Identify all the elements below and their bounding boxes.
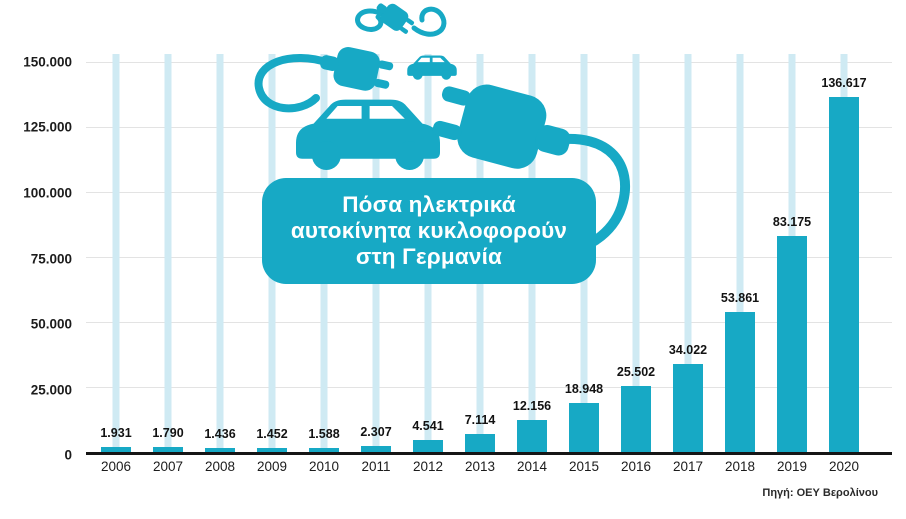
bar-column-2006: 1.931 2006 bbox=[90, 54, 142, 474]
bar-value-label: 18.948 bbox=[564, 381, 604, 396]
bar-2011 bbox=[361, 446, 391, 452]
source-note: Πηγή: ΟΕΥ Βερολίνου bbox=[762, 487, 878, 499]
x-tick-label: 2013 bbox=[464, 459, 496, 474]
x-tick-label: 2019 bbox=[776, 459, 808, 474]
chart-title-box: Πόσα ηλεκτρικά αυτοκίνητα κυκλοφορούν στ… bbox=[262, 178, 596, 284]
bar-column-2019: 83.175 2019 bbox=[766, 54, 818, 474]
x-tick-label: 2015 bbox=[568, 459, 600, 474]
cable-icon bbox=[411, 6, 447, 37]
bar-value-label: 2.307 bbox=[360, 425, 392, 440]
x-tick-label: 2018 bbox=[724, 459, 756, 474]
bar-value-label: 1.790 bbox=[152, 426, 184, 441]
x-tick-label: 2014 bbox=[516, 459, 548, 474]
y-tick-label: 25.000 bbox=[30, 382, 72, 397]
bar-2014 bbox=[517, 420, 547, 452]
bar-column-2017: 34.022 2017 bbox=[662, 54, 714, 474]
bar-column-2008: 1.436 2008 bbox=[194, 54, 246, 474]
bar-2012 bbox=[413, 440, 443, 452]
ev-plug-icon bbox=[428, 73, 579, 181]
y-tick-label: 75.000 bbox=[30, 251, 72, 266]
bar-2010 bbox=[309, 447, 339, 452]
vertical-gridline bbox=[632, 54, 640, 452]
bar-value-label: 7.114 bbox=[464, 412, 496, 427]
y-tick-label: 100.000 bbox=[23, 185, 72, 201]
vertical-gridline bbox=[164, 54, 172, 452]
bar-value-label: 34.022 bbox=[668, 342, 708, 357]
x-tick-label: 2006 bbox=[100, 459, 132, 474]
bar-column-2018: 53.861 2018 bbox=[714, 54, 766, 474]
x-tick-label: 2016 bbox=[620, 459, 652, 474]
y-tick-label: 150.000 bbox=[23, 54, 72, 70]
bar-value-label: 136.617 bbox=[821, 75, 867, 90]
bar-2018 bbox=[725, 311, 755, 452]
y-tick-label: 125.000 bbox=[23, 119, 72, 135]
bar-value-label: 53.861 bbox=[720, 290, 760, 305]
bar-column-2020: 136.617 2020 bbox=[818, 54, 870, 474]
x-tick-label: 2008 bbox=[204, 459, 236, 474]
car-icon bbox=[296, 99, 440, 170]
chart-title-line: στη Γερμανία bbox=[355, 244, 503, 270]
vertical-gridline bbox=[216, 54, 224, 452]
bar-value-label: 25.502 bbox=[616, 364, 656, 379]
x-tick-label: 2017 bbox=[672, 459, 704, 474]
chart-title-line: αυτοκίνητα κυκλοφορούν bbox=[290, 217, 568, 243]
bar-value-label: 83.175 bbox=[772, 214, 812, 229]
ev-illustration: Πόσα ηλεκτρικά αυτοκίνητα κυκλοφορούν στ… bbox=[240, 2, 640, 302]
bar-2009 bbox=[257, 448, 287, 452]
cable-icon bbox=[355, 8, 385, 32]
bar-2008 bbox=[205, 448, 235, 452]
vertical-gridline bbox=[684, 54, 692, 452]
cable-icon bbox=[254, 54, 333, 113]
vertical-gridline bbox=[112, 54, 120, 452]
bar-value-label: 12.156 bbox=[512, 399, 552, 414]
bar-2016 bbox=[621, 385, 651, 452]
x-tick-label: 2007 bbox=[152, 459, 184, 474]
car-icon bbox=[407, 55, 457, 80]
bar-column-2007: 1.790 2007 bbox=[142, 54, 194, 474]
h-gridline-50000 bbox=[86, 321, 892, 323]
bar-value-label: 1.588 bbox=[308, 426, 340, 441]
y-axis-labels: 0 25.000 50.000 75.000 100.000 125.000 150.000 bbox=[0, 55, 78, 463]
bar-2020 bbox=[829, 96, 859, 452]
bar-value-label: 1.931 bbox=[100, 425, 132, 440]
bar-2017 bbox=[673, 363, 703, 452]
y-tick-label: 50.000 bbox=[30, 316, 72, 332]
x-tick-label: 2012 bbox=[412, 459, 444, 474]
bar-2006 bbox=[101, 446, 131, 452]
bar-value-label: 1.436 bbox=[204, 427, 236, 442]
bar-2019 bbox=[777, 235, 807, 452]
x-tick-label: 2020 bbox=[828, 459, 860, 474]
h-gridline-150000 bbox=[86, 62, 892, 63]
ev-plug-icon bbox=[316, 41, 396, 96]
bar-2015 bbox=[569, 402, 599, 452]
bar-2013 bbox=[465, 433, 495, 452]
x-tick-label: 2011 bbox=[361, 459, 391, 474]
chart-title-line: Πόσα ηλεκτρικά bbox=[342, 191, 516, 217]
vertical-gridline bbox=[736, 54, 744, 452]
bar-column-2016: 25.502 2016 bbox=[610, 54, 662, 474]
y-tick-label: 0 bbox=[64, 447, 72, 463]
bar-2007 bbox=[153, 447, 183, 452]
bar-value-label: 4.541 bbox=[412, 419, 444, 434]
x-tick-label: 2010 bbox=[308, 459, 340, 474]
bar-value-label: 1.452 bbox=[256, 427, 288, 442]
h-gridline-25000 bbox=[86, 387, 892, 388]
x-tick-label: 2009 bbox=[256, 459, 288, 474]
